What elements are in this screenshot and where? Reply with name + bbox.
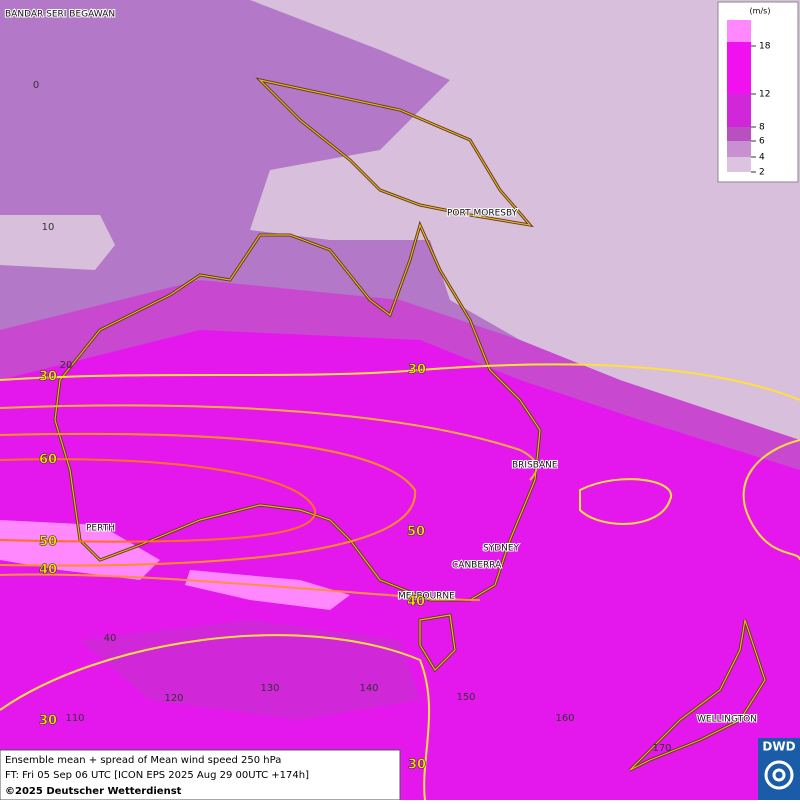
contour-label: 30 (39, 714, 57, 729)
logo: DWD (762, 740, 795, 754)
city-label: PERTH (86, 524, 115, 534)
field-max (185, 570, 350, 610)
isotachs (0, 363, 800, 801)
city-label: PORT MORESBY (447, 209, 518, 219)
lon-label: 140 (359, 683, 378, 694)
contour-label: 40 (39, 563, 57, 578)
contour-label: 50 (407, 525, 425, 540)
city-label: BANDAR SERI BEGAWAN (5, 10, 115, 20)
coastlines (53, 77, 767, 772)
city-label: SYDNEY (483, 544, 520, 554)
field-light (0, 215, 115, 270)
legend-unit: (m/s) (750, 7, 771, 16)
lon-label: 150 (456, 692, 475, 703)
lon-label: 160 (555, 713, 574, 724)
contour-label: 60 (39, 453, 57, 468)
contour-label: 30 (408, 363, 426, 378)
city-label: BRISBANE (512, 461, 558, 471)
legend-tick-label: 12 (759, 90, 770, 100)
legend: (m/s) 18 12 8 6 4 2 (717, 1, 799, 183)
lat-label: 40 (104, 633, 117, 644)
lon-label: 110 (65, 713, 84, 724)
footer: Ensemble mean + spread of Mean wind spee… (0, 738, 800, 801)
lon-label: 170 (652, 743, 671, 754)
legend-tick-label: 18 (759, 42, 771, 52)
lat-label: 20 (60, 360, 73, 371)
lon-label: 120 (164, 693, 183, 704)
legend-tick-label: 4 (759, 153, 765, 163)
city-label: CANBERRA (452, 561, 502, 571)
lat-label: 0 (33, 80, 39, 91)
contour-label: 50 (39, 535, 57, 550)
city-label: MELBOURNE (398, 592, 455, 602)
city-label: WELLINGTON (697, 715, 757, 725)
legend-tick-label: 6 (759, 137, 765, 147)
lat-label: 10 (42, 222, 55, 233)
contour-label: 40 (407, 595, 425, 610)
legend-tick-label: 8 (759, 123, 765, 133)
footer-line: ©2025 Deutscher Wetterdienst (5, 786, 182, 797)
legend-tick-label: 2 (759, 168, 765, 178)
footer-line: Ensemble mean + spread of Mean wind spee… (5, 755, 281, 766)
footer-line: FT: Fri 05 Sep 06 UTC [ICON EPS 2025 Aug… (5, 770, 309, 781)
contour-label: 30 (39, 370, 57, 385)
contour-label: 30 (408, 758, 426, 773)
lon-label: 130 (260, 683, 279, 694)
